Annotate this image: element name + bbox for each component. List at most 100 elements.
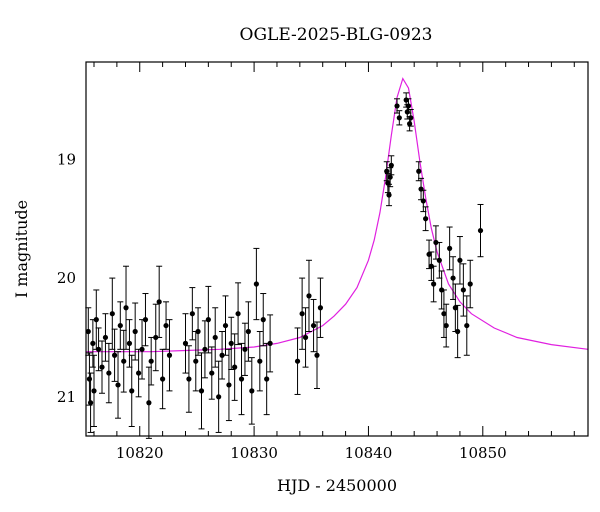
plot-frame bbox=[85, 61, 589, 437]
data-point bbox=[310, 298, 317, 353]
point-marker bbox=[182, 340, 189, 346]
data-points-layer bbox=[85, 92, 484, 439]
data-point bbox=[132, 302, 139, 361]
data-point bbox=[159, 348, 166, 410]
point-marker bbox=[433, 239, 439, 246]
data-point bbox=[443, 303, 450, 348]
point-marker bbox=[420, 198, 426, 204]
point-marker bbox=[148, 358, 154, 364]
point-marker bbox=[450, 275, 456, 281]
data-point bbox=[383, 161, 390, 182]
point-marker bbox=[464, 322, 470, 329]
data-point bbox=[260, 293, 267, 347]
point-marker bbox=[193, 358, 199, 364]
data-point bbox=[426, 239, 433, 270]
data-point bbox=[253, 247, 260, 321]
data-point bbox=[436, 241, 443, 279]
data-point bbox=[245, 301, 252, 362]
data-point bbox=[228, 316, 235, 371]
data-point bbox=[467, 259, 474, 309]
point-marker bbox=[202, 346, 208, 352]
y-axis-label: I magnitude bbox=[12, 200, 31, 298]
point-marker bbox=[396, 115, 402, 121]
data-point bbox=[166, 319, 173, 392]
x-tick-label: 10850 bbox=[459, 444, 507, 462]
chart-title: OGLE-2025-BLG-0923 bbox=[240, 25, 433, 45]
data-point bbox=[302, 307, 309, 368]
data-point bbox=[139, 319, 146, 380]
point-marker bbox=[156, 299, 162, 305]
point-marker bbox=[219, 352, 225, 358]
point-marker bbox=[226, 382, 232, 388]
data-point bbox=[432, 225, 439, 260]
data-point bbox=[201, 320, 208, 379]
point-marker bbox=[153, 334, 159, 341]
data-point bbox=[388, 155, 395, 176]
point-marker bbox=[416, 168, 422, 174]
point-marker bbox=[228, 340, 234, 346]
point-marker bbox=[426, 251, 432, 257]
point-marker bbox=[314, 352, 320, 358]
data-point bbox=[195, 307, 202, 356]
data-point bbox=[102, 313, 109, 362]
data-point bbox=[156, 265, 163, 338]
point-marker bbox=[132, 328, 138, 335]
point-marker bbox=[222, 322, 229, 329]
data-point bbox=[267, 314, 274, 373]
point-marker bbox=[302, 334, 309, 341]
point-marker bbox=[407, 121, 413, 127]
data-point bbox=[317, 277, 324, 338]
point-marker bbox=[423, 216, 429, 222]
point-marker bbox=[205, 317, 211, 323]
data-point bbox=[89, 319, 96, 368]
point-marker bbox=[405, 103, 412, 109]
data-point bbox=[189, 287, 196, 341]
data-point bbox=[117, 301, 124, 350]
point-marker bbox=[299, 311, 305, 317]
data-point bbox=[148, 336, 155, 386]
data-point bbox=[450, 256, 457, 300]
data-point bbox=[152, 303, 159, 372]
point-marker bbox=[93, 317, 99, 323]
point-marker bbox=[404, 109, 410, 115]
x-tick-label: 10820 bbox=[116, 444, 164, 462]
data-point bbox=[248, 357, 255, 425]
y-tick-label: 19 bbox=[57, 150, 76, 168]
data-point bbox=[222, 295, 229, 356]
data-point bbox=[111, 328, 118, 382]
point-marker bbox=[306, 293, 312, 299]
point-marker bbox=[232, 364, 238, 370]
data-point bbox=[182, 313, 189, 374]
data-point bbox=[163, 301, 170, 350]
point-marker bbox=[163, 322, 169, 329]
point-marker bbox=[166, 352, 173, 358]
point-marker bbox=[86, 376, 93, 382]
data-point bbox=[235, 282, 242, 346]
point-marker bbox=[95, 346, 102, 352]
point-marker bbox=[129, 388, 135, 394]
point-marker bbox=[195, 328, 201, 335]
point-marker bbox=[136, 370, 142, 376]
data-point bbox=[238, 342, 245, 416]
data-point bbox=[93, 289, 100, 350]
data-point bbox=[231, 333, 238, 401]
model-curve-layer bbox=[86, 77, 589, 353]
x-tick-label: 10840 bbox=[345, 444, 393, 462]
point-marker bbox=[408, 115, 414, 121]
data-point bbox=[142, 293, 149, 347]
point-marker bbox=[87, 400, 94, 406]
point-marker bbox=[189, 311, 195, 317]
point-marker bbox=[90, 340, 96, 346]
point-marker bbox=[106, 370, 112, 376]
point-marker bbox=[477, 227, 484, 234]
data-point bbox=[205, 285, 212, 354]
point-marker bbox=[111, 352, 118, 358]
data-point bbox=[407, 108, 414, 127]
data-point bbox=[99, 340, 106, 394]
data-point bbox=[440, 289, 447, 338]
point-marker bbox=[457, 257, 463, 263]
point-marker bbox=[142, 317, 149, 323]
data-point bbox=[477, 203, 484, 258]
point-marker bbox=[238, 376, 245, 382]
